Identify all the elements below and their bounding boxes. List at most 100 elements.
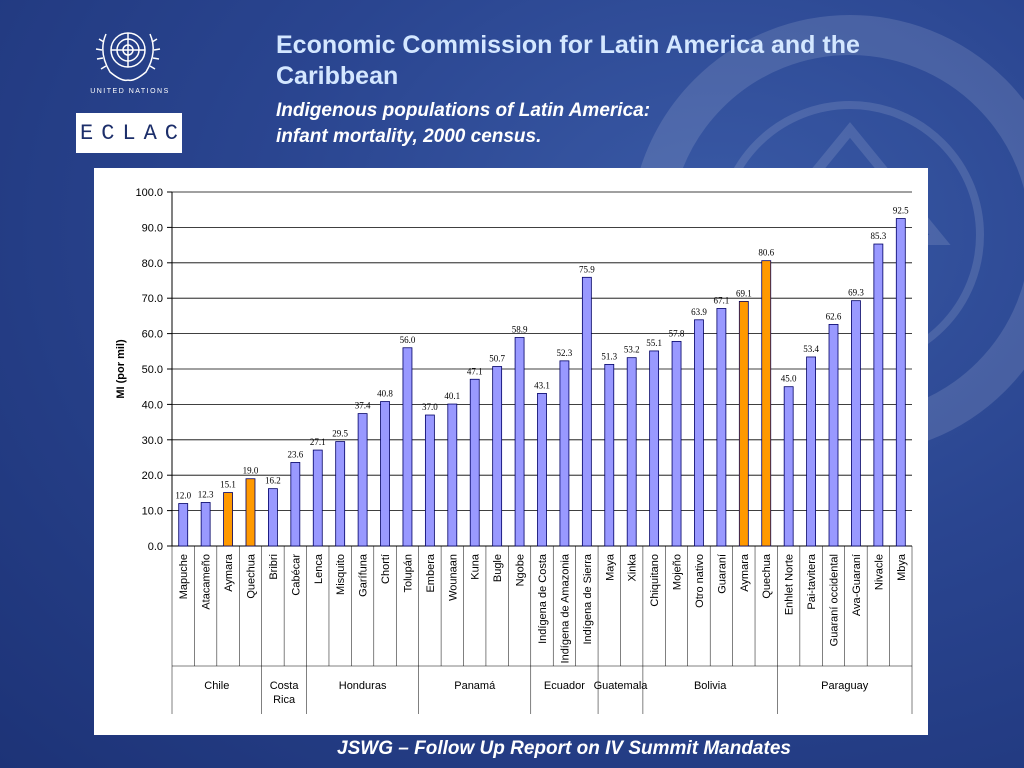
y-tick-label: 80.0: [142, 258, 163, 270]
bar: [380, 401, 390, 547]
y-tick-label: 70.0: [142, 293, 163, 305]
category-label: Embera: [425, 553, 437, 592]
bar: [649, 350, 660, 547]
data-label: 29.5: [332, 429, 348, 439]
bar: [716, 308, 727, 547]
data-label: 55.1: [646, 338, 662, 348]
y-tick-label: 10.0: [142, 506, 163, 518]
group-label: Ecuador: [544, 680, 585, 692]
category-label: Lenca: [313, 553, 325, 584]
bar: [200, 502, 211, 547]
category-label: Pai-tavitera: [806, 553, 818, 610]
y-tick-label: 40.0: [142, 399, 163, 411]
data-label: 16.2: [265, 476, 281, 486]
data-label: 51.3: [601, 351, 617, 361]
category-label: Chortí: [380, 554, 392, 584]
data-label: 69.1: [736, 288, 752, 298]
un-label: UNITED NATIONS: [90, 88, 170, 95]
bar: [335, 441, 346, 547]
data-label: 85.3: [870, 231, 886, 241]
category-label: Guaraní: [716, 554, 728, 594]
y-tick-label: 0.0: [148, 541, 163, 553]
subtitle-line-2: infant mortality, 2000 census.: [276, 126, 542, 147]
data-label: 56.0: [400, 335, 416, 345]
bar: [223, 492, 233, 547]
category-label: Kuna: [470, 553, 482, 580]
category-label: Aymara: [739, 553, 751, 592]
category-label: Quechua: [761, 553, 773, 599]
data-label: 50.7: [489, 354, 505, 364]
infant-mortality-bar-chart: 0.0 10.0 20.0 30.0 40.0 50.0 60.0 70.0 80.0 90.0 1…: [115, 187, 913, 714]
category-label: Bugle: [492, 554, 504, 582]
group-label: Costa: [270, 680, 300, 692]
y-tick-label: 20.0: [142, 470, 163, 482]
bar: [783, 386, 794, 547]
chart-panel: 0.0 10.0 20.0 30.0 40.0 50.0 60.0 70.0 80.0 90.0 1…: [94, 168, 928, 735]
y-axis-label: MI (por mil): [115, 339, 127, 399]
bar: [671, 340, 682, 547]
eclac-badge-text: ECLAC: [80, 120, 187, 146]
category-label: Maya: [604, 553, 616, 581]
bar: [761, 260, 772, 547]
category-label: Aymara: [223, 553, 235, 592]
y-tick-label: 60.0: [142, 329, 163, 341]
bar: [873, 243, 884, 547]
category-label: Mbya: [896, 553, 908, 581]
data-label: 40.1: [444, 391, 460, 401]
y-tick-label: 90.0: [142, 222, 163, 234]
category-label: Nivacle: [873, 554, 885, 590]
category-label: Indígena de Sierra: [582, 553, 594, 644]
data-label: 53.4: [803, 344, 819, 354]
category-label: Otro nativo: [694, 554, 706, 608]
category-label: Wounaan: [447, 554, 459, 601]
y-tick-label: 30.0: [142, 435, 163, 447]
bar: [694, 319, 704, 547]
bar: [357, 413, 368, 547]
bar: [738, 300, 749, 547]
data-label: 58.9: [512, 324, 528, 334]
data-label: 45.0: [781, 374, 797, 384]
eclac-badge: ECLAC: [76, 113, 182, 153]
data-label: 12.0: [175, 491, 191, 501]
bar: [402, 347, 413, 547]
category-label: Mojeño: [672, 554, 684, 590]
data-label: 12.3: [198, 489, 214, 499]
category-label: Atacameño: [201, 554, 213, 610]
group-label: Panamá: [454, 680, 496, 692]
data-label: 53.2: [624, 345, 640, 355]
data-label: 47.1: [467, 366, 483, 376]
page-title: Economic Commission for Latin America an…: [276, 31, 860, 90]
data-label: 27.1: [310, 437, 326, 447]
data-label: 63.9: [691, 307, 707, 317]
category-label: Chiquitano: [649, 554, 661, 607]
category-label: Quechua: [245, 553, 257, 599]
data-label: 92.5: [893, 206, 909, 216]
category-label: Mapuche: [178, 554, 190, 599]
bar: [492, 366, 503, 547]
bar: [537, 393, 547, 547]
data-label: 75.9: [579, 264, 595, 274]
data-label: 57.8: [669, 328, 685, 338]
bar: [626, 357, 637, 547]
data-label: 67.1: [714, 295, 730, 305]
data-label: 23.6: [287, 449, 303, 459]
group-label: Bolivia: [694, 680, 727, 692]
category-label: Indígena de Costa: [537, 553, 549, 644]
y-tick-label: 100.0: [135, 187, 163, 199]
bar: [581, 276, 592, 547]
bar: [895, 218, 906, 547]
bar: [851, 300, 861, 547]
footer-text: JSWG – Follow Up Report on IV Summit Man…: [337, 738, 791, 759]
data-label: 37.4: [355, 401, 371, 411]
data-label: 69.3: [848, 288, 864, 298]
bar: [604, 363, 615, 547]
category-label: Cabécar: [290, 554, 302, 596]
bar: [828, 323, 839, 547]
category-label: Guaraní occidental: [829, 554, 841, 646]
y-tick-label: 50.0: [142, 364, 163, 376]
data-label: 52.3: [557, 348, 573, 358]
category-label: Misquito: [335, 554, 347, 595]
data-label: 15.1: [220, 480, 236, 490]
data-label: 80.6: [758, 248, 774, 258]
page-subtitle: Indigenous populations of Latin America:…: [276, 98, 976, 150]
